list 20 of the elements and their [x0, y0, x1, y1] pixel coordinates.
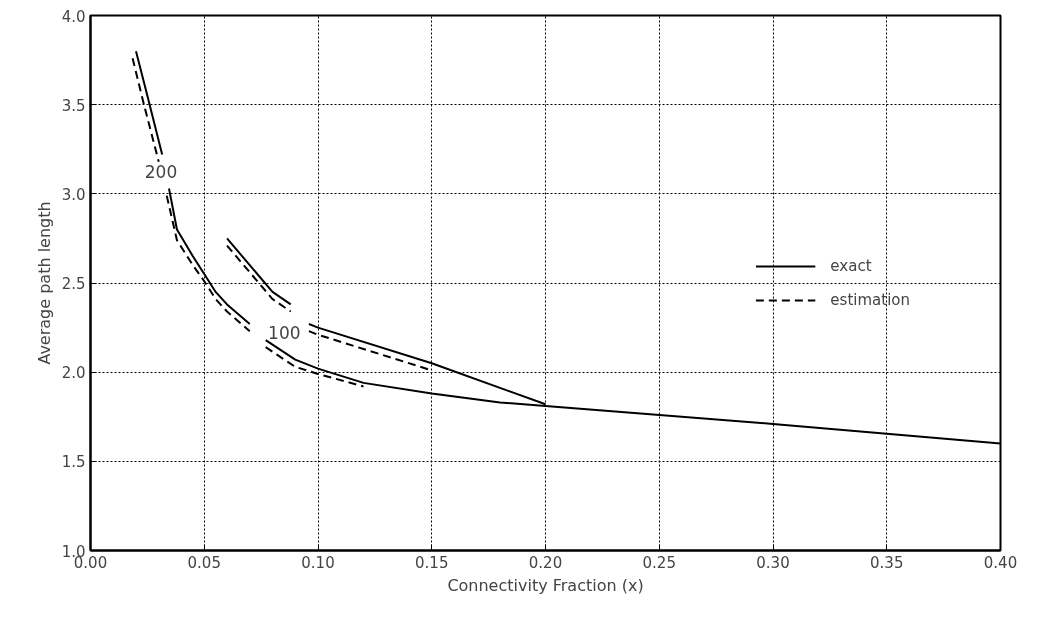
- y-tick-label: 2.0: [61, 364, 86, 383]
- legend-label: exact: [830, 256, 872, 275]
- annotation: 100: [268, 322, 301, 343]
- y-tick-label: 3.0: [61, 185, 86, 204]
- x-tick-label: 0.05: [187, 553, 221, 572]
- x-tick-label: 0.25: [642, 553, 676, 572]
- x-tick-label: 0.40: [983, 553, 1018, 572]
- x-tick-label: 0.30: [756, 553, 790, 572]
- y-tick-label: 2.5: [61, 275, 86, 293]
- x-tick-label: 0.10: [301, 553, 335, 572]
- annotation: 200: [144, 162, 178, 183]
- y-tick-label: 4.0: [61, 7, 86, 26]
- x-tick-label: 0.20: [528, 553, 563, 572]
- y-tick-label: 1.5: [61, 453, 86, 472]
- x-tick-label: 0.15: [415, 553, 449, 572]
- y-tick-label: 3.5: [61, 96, 86, 115]
- x-axis-title: Connectivity Fraction (x): [447, 575, 644, 595]
- legend-label: estimation: [830, 290, 910, 309]
- x-tick-label: 0.35: [870, 553, 904, 572]
- y-axis-title: Average path length: [34, 201, 54, 365]
